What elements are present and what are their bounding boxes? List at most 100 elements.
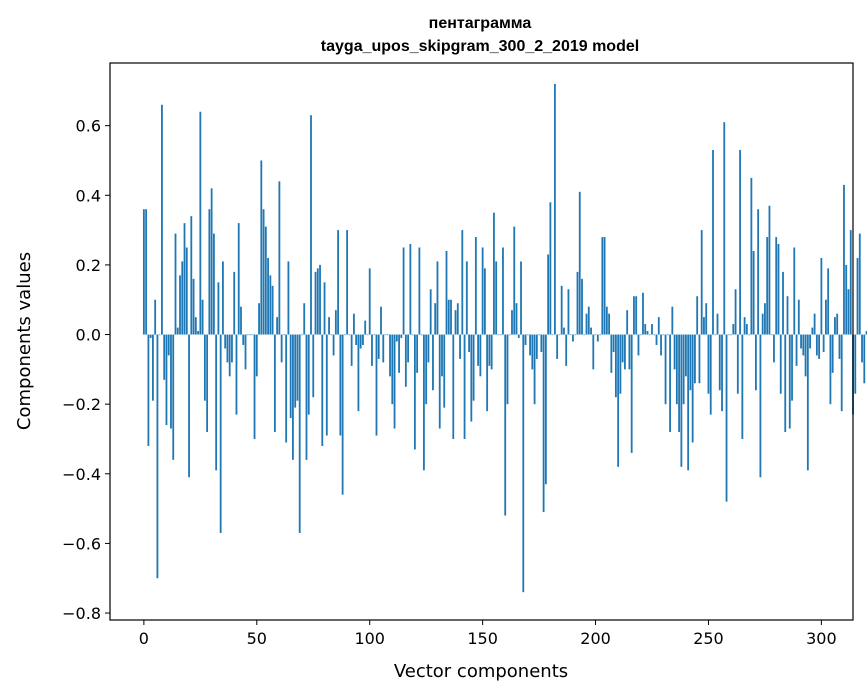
y-tick-label: −0.8 (62, 604, 101, 623)
bar (660, 334, 662, 356)
bar (366, 334, 369, 336)
bar (452, 334, 455, 439)
bar (418, 247, 421, 335)
bar (822, 334, 825, 352)
bar (714, 334, 717, 336)
bar (420, 334, 423, 336)
bar (197, 331, 199, 335)
bar (549, 202, 552, 335)
bar (371, 334, 373, 366)
bar (495, 261, 498, 335)
bar (167, 334, 170, 356)
bar (684, 334, 687, 377)
bar (386, 334, 389, 336)
bar (481, 247, 484, 335)
bar (813, 313, 816, 335)
bar (694, 334, 696, 384)
bar (754, 334, 757, 391)
bar (858, 233, 861, 335)
bar (305, 334, 308, 460)
bar (276, 317, 279, 335)
bar (834, 317, 836, 335)
bar (142, 209, 145, 335)
bar (698, 334, 701, 384)
bar (407, 334, 410, 363)
bar (648, 334, 651, 336)
y-axis-ticks: −0.8 −0.6 −0.4 −0.2 0.0 0.2 0.4 0.6 (62, 117, 110, 623)
bar (183, 223, 186, 335)
bar (666, 334, 669, 336)
bar (364, 320, 367, 335)
bar (583, 334, 586, 336)
bar (483, 268, 486, 335)
bar (646, 331, 649, 335)
bar (463, 334, 466, 439)
bar (443, 334, 446, 408)
bar (255, 334, 258, 377)
bar (529, 334, 531, 356)
bar (707, 334, 710, 394)
y-tick-label: 0.6 (76, 117, 101, 136)
y-axis-label: Components values (14, 252, 35, 430)
bar (572, 334, 574, 342)
bar (533, 334, 536, 405)
bar (441, 334, 443, 377)
bar (705, 303, 708, 335)
bar (614, 334, 617, 398)
bar (269, 275, 272, 335)
bar (515, 303, 518, 335)
bar (244, 334, 247, 370)
bar (743, 317, 746, 335)
bar (542, 334, 545, 513)
bar (585, 313, 588, 335)
bar (292, 334, 294, 460)
bar (226, 334, 229, 363)
bar (750, 177, 753, 335)
y-tick-label: −0.6 (62, 534, 101, 553)
bar (413, 334, 416, 450)
bar (425, 334, 428, 405)
bar (357, 334, 360, 412)
bar (671, 306, 674, 335)
bar (380, 306, 382, 335)
x-tick-label: 50 (247, 629, 267, 648)
bar (612, 334, 615, 352)
bar (759, 334, 762, 478)
bar (490, 334, 493, 370)
bar (630, 334, 633, 453)
bar (260, 160, 263, 335)
y-tick-label: 0.2 (76, 256, 101, 275)
bar (836, 313, 839, 335)
bar (246, 334, 249, 336)
bar (764, 303, 766, 335)
y-tick-label: 0.4 (76, 186, 101, 205)
bar (400, 334, 403, 339)
bar (526, 334, 529, 336)
bar (278, 181, 281, 335)
bar (703, 317, 705, 335)
bar (768, 205, 771, 335)
bar (298, 334, 301, 533)
bar (450, 299, 452, 335)
bar (314, 271, 317, 335)
bar (594, 334, 597, 336)
bar (736, 334, 739, 394)
bar (228, 334, 231, 377)
bar (847, 289, 850, 335)
bar (377, 334, 380, 359)
x-axis-ticks: 0 50 100 150 200 250 300 (139, 620, 837, 648)
bar (341, 334, 344, 495)
bar (725, 334, 728, 502)
bar (865, 331, 867, 335)
bar (156, 334, 159, 579)
bar (240, 306, 242, 335)
bar (592, 334, 595, 370)
bar (416, 334, 419, 373)
bar (696, 296, 699, 335)
bar (657, 317, 660, 335)
bar (343, 334, 346, 336)
bar (633, 296, 635, 335)
bar (181, 261, 184, 335)
bar (429, 289, 432, 335)
bar (271, 285, 274, 335)
